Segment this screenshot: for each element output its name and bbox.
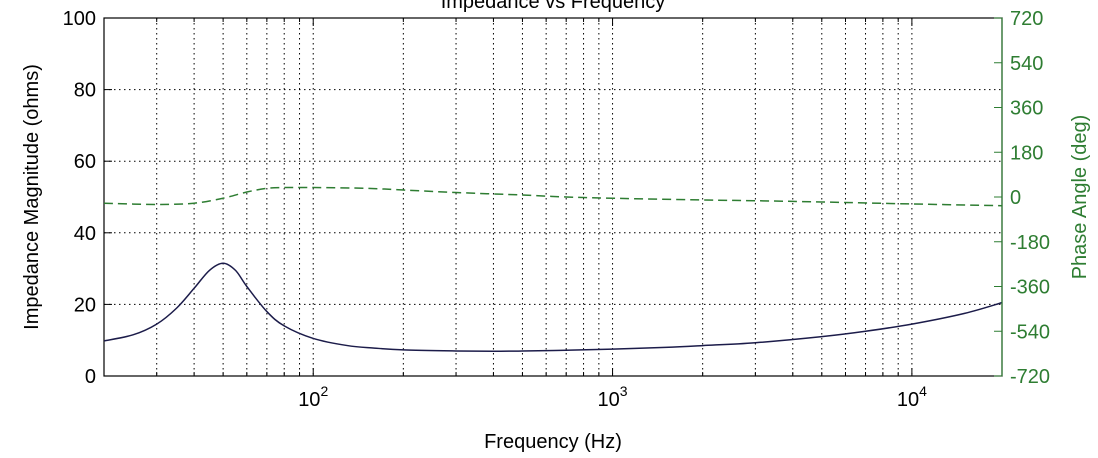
y-right-tick-label: -180	[1010, 232, 1050, 254]
y-left-tick-label: 100	[63, 8, 96, 30]
x-tick-label: 103	[598, 383, 628, 411]
y-left-tick-label: 60	[74, 151, 96, 173]
y-left-tick-label: 40	[74, 223, 96, 245]
y-axis-left-label: Impedance Magnitude (ohms)	[21, 64, 43, 330]
ticks-layer: 0 20 40 60 80 100 -720 -540 -360 -180 0 180 360 540 72…	[63, 8, 1050, 411]
x-tick-label: 104	[897, 383, 927, 411]
y-right-tick-label: 0	[1010, 187, 1021, 209]
y-left-tick-label: 20	[74, 294, 96, 316]
series-layer	[103, 186, 1003, 353]
y-right-tick-label: 180	[1010, 142, 1043, 164]
x-axis-label: Frequency (Hz)	[484, 431, 622, 453]
y-right-tick-label: -360	[1010, 277, 1050, 299]
chart-title: Impedance vs Frequency	[441, 0, 666, 13]
x-tick-label: 102	[298, 383, 328, 411]
y-right-tick-label: 720	[1010, 8, 1043, 30]
y-left-tick-label: 0	[85, 366, 96, 388]
y-right-tick-label: 360	[1010, 98, 1043, 120]
impedance-magnitude-line	[103, 262, 1003, 353]
y-right-tick-label: 540	[1010, 53, 1043, 75]
phase-angle-line	[103, 186, 1003, 207]
y-right-tick-label: -540	[1010, 321, 1050, 343]
y-axis-right-label: Phase Angle (deg)	[1069, 115, 1091, 280]
y-left-tick-label: 80	[74, 80, 96, 102]
y-right-tick-label: -720	[1010, 366, 1050, 388]
